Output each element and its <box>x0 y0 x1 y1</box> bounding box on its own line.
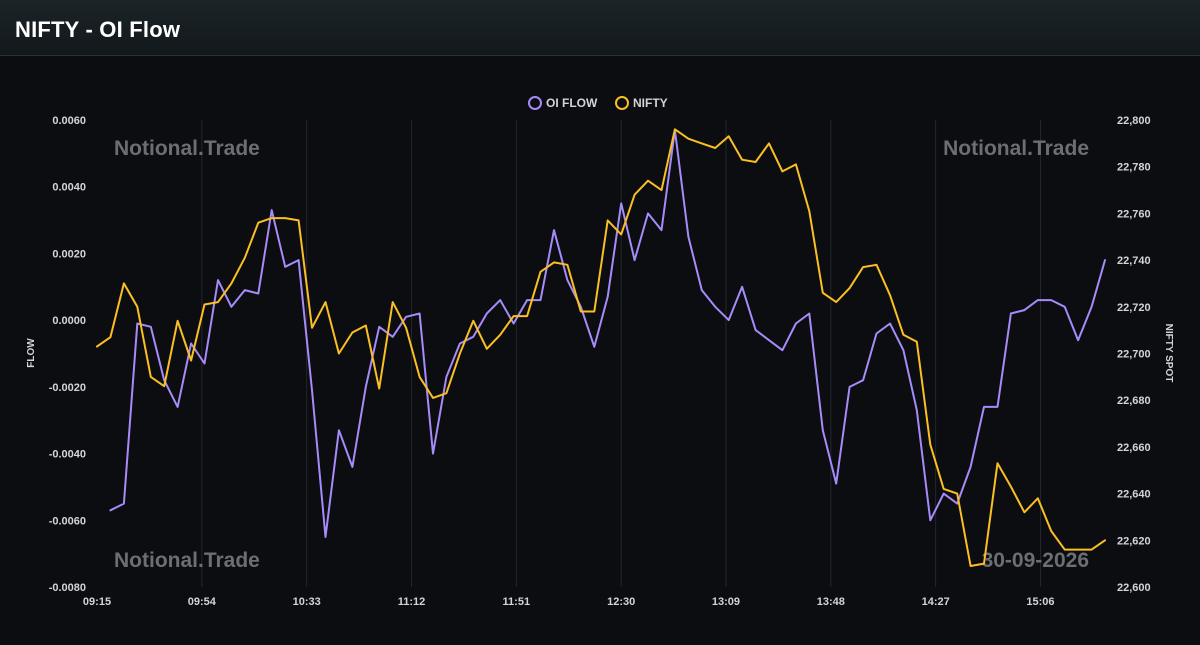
y-tick-label-right: 22,740 <box>1117 255 1151 267</box>
watermarks: Notional.Trade Notional.Trade Notional.T… <box>114 137 1089 572</box>
legend-marker-nifty <box>615 96 629 110</box>
x-tick-label: 09:15 <box>83 596 111 608</box>
x-tick-label: 11:51 <box>503 596 531 608</box>
legend: OI FLOW NIFTY <box>528 96 668 110</box>
chart-area: Notional.Trade Notional.Trade Notional.T… <box>0 56 1200 640</box>
x-tick-label: 14:27 <box>922 596 950 608</box>
y-tick-label-right: 22,600 <box>1117 582 1151 594</box>
y-tick-label-right: 22,640 <box>1117 489 1151 501</box>
x-tick-label: 15:06 <box>1026 596 1054 608</box>
nifty-series-line <box>96 128 1106 567</box>
x-tick-label: 11:12 <box>398 596 426 608</box>
page-title: NIFTY - OI Flow <box>15 17 181 42</box>
y-tick-label-left: -0.0080 <box>49 582 86 594</box>
grid-lines <box>201 120 1041 587</box>
legend-label-nifty: NIFTY <box>633 96 668 110</box>
x-tick-label: 13:48 <box>817 596 845 608</box>
oi-flow-series-line <box>109 129 1106 538</box>
y-tick-label-left: 0.0040 <box>52 182 86 194</box>
series-lines <box>96 128 1106 567</box>
legend-marker-oi-flow <box>528 96 542 110</box>
y-tick-label-left: 0.0060 <box>52 115 86 127</box>
y-tick-label-right: 22,620 <box>1117 535 1151 547</box>
y-tick-label-left: 0.0020 <box>52 248 86 260</box>
y-tick-label-right: 22,720 <box>1117 302 1151 314</box>
y-tick-label-right: 22,700 <box>1117 349 1151 361</box>
watermark-top-right: Notional.Trade <box>943 137 1089 160</box>
chart-header: NIFTY - OI Flow <box>0 0 1200 56</box>
y-tick-label-left: -0.0040 <box>49 449 86 461</box>
y-axis-right-ticks: 22,800 22,780 22,760 22,740 22,720 22,700 22,6… <box>1117 115 1151 594</box>
x-tick-label: 09:54 <box>188 596 217 608</box>
x-tick-label: 12:30 <box>607 596 635 608</box>
watermark-bottom-left: Notional.Trade <box>114 549 260 572</box>
x-tick-label: 10:33 <box>293 596 321 608</box>
y-tick-label-right: 22,760 <box>1117 208 1151 220</box>
x-axis-ticks: 09:15 09:54 10:33 11:12 11:51 12:30 13:09 13:48… <box>83 596 1055 608</box>
watermark-date: 30-09-2026 <box>982 549 1089 572</box>
y-tick-label-right: 22,660 <box>1117 442 1151 454</box>
y-tick-label-right: 22,680 <box>1117 395 1151 407</box>
y-tick-label-left: -0.0060 <box>49 515 86 527</box>
x-tick-label: 13:09 <box>712 596 740 608</box>
y-tick-label-right: 22,800 <box>1117 115 1151 127</box>
oi-flow-chart: Notional.Trade Notional.Trade Notional.T… <box>26 96 1174 608</box>
y-tick-label-left: 0.0000 <box>52 315 86 327</box>
legend-label-oi-flow: OI FLOW <box>546 96 598 110</box>
watermark-top-left: Notional.Trade <box>114 137 260 160</box>
y-tick-label-left: -0.0020 <box>49 382 86 394</box>
y-tick-label-right: 22,780 <box>1117 162 1151 174</box>
y-axis-right-label: NIFTY SPOT <box>1163 324 1174 383</box>
y-axis-left-ticks: 0.0060 0.0040 0.0020 0.0000 -0.0020 -0.0040 -0… <box>49 115 86 594</box>
y-axis-left-label: FLOW <box>26 338 37 368</box>
